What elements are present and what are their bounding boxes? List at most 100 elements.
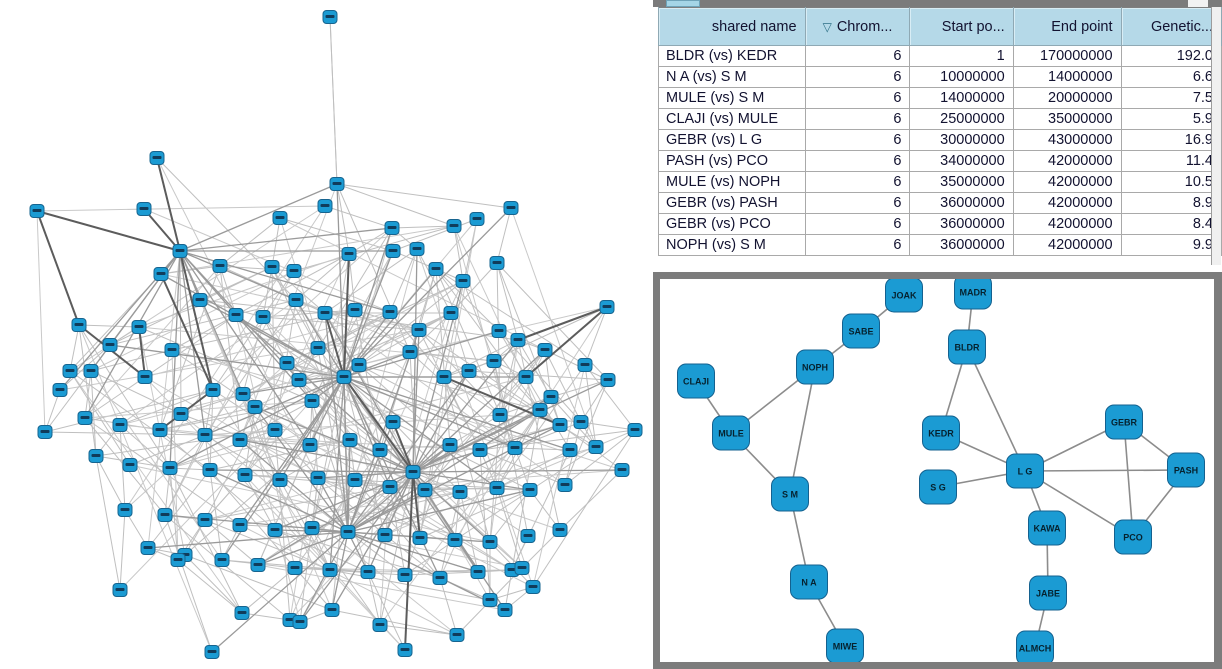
network-node[interactable] [286, 264, 302, 278]
table-cell[interactable]: MULE (vs) S M [658, 87, 806, 109]
network-node[interactable] [204, 645, 220, 659]
network-node[interactable] [304, 521, 320, 535]
network-node[interactable] [322, 563, 338, 577]
network-node-sabe[interactable]: SABE [842, 313, 880, 349]
network-node[interactable] [234, 606, 250, 620]
network-node[interactable] [552, 523, 568, 537]
network-node[interactable] [588, 440, 604, 454]
network-node[interactable] [382, 480, 398, 494]
network-node[interactable] [552, 418, 568, 432]
network-node-miwe[interactable]: MIWE [826, 628, 864, 662]
table-cell[interactable]: 36000000 [909, 213, 1014, 235]
network-node[interactable] [614, 463, 630, 477]
network-node[interactable] [600, 373, 616, 387]
table-cell[interactable]: 6 [804, 150, 911, 172]
network-node[interactable] [482, 593, 498, 607]
network-node[interactable] [384, 221, 400, 235]
network-node[interactable] [409, 242, 425, 256]
table-cell[interactable]: 42000000 [1012, 150, 1122, 172]
table-cell[interactable]: 30000000 [909, 129, 1014, 151]
table-cell[interactable]: 6 [804, 171, 911, 193]
network-node-lg[interactable]: L G [1006, 453, 1044, 489]
table-cell[interactable]: 5.9 [1120, 108, 1222, 130]
network-node[interactable] [446, 219, 462, 233]
network-node[interactable] [322, 10, 338, 24]
main-network-view[interactable] [0, 0, 653, 669]
table-cell[interactable]: 170000000 [1012, 45, 1122, 67]
network-node[interactable] [317, 199, 333, 213]
network-node[interactable] [173, 407, 189, 421]
network-node[interactable] [88, 449, 104, 463]
network-node[interactable] [489, 481, 505, 495]
network-node[interactable] [214, 553, 230, 567]
network-node-noph[interactable]: NOPH [796, 349, 834, 385]
network-node[interactable] [237, 468, 253, 482]
network-node[interactable] [77, 411, 93, 425]
network-node[interactable] [452, 485, 468, 499]
network-node[interactable] [162, 461, 178, 475]
network-node[interactable] [347, 473, 363, 487]
network-node[interactable] [436, 370, 452, 384]
network-node[interactable] [599, 300, 615, 314]
network-node[interactable] [304, 394, 320, 408]
network-node[interactable] [152, 423, 168, 437]
network-node[interactable] [472, 443, 488, 457]
network-node[interactable] [153, 267, 169, 281]
network-node[interactable] [71, 318, 87, 332]
network-node[interactable] [29, 204, 45, 218]
filtered-network-view[interactable]: JOAK MADR SABE NOPH BLDR CLAJI MULE KEDR GEBR L G… [660, 279, 1214, 662]
network-node[interactable] [228, 308, 244, 322]
column-header-sharedname[interactable]: shared name [658, 7, 806, 46]
network-node[interactable] [491, 324, 507, 338]
network-node[interactable] [137, 370, 153, 384]
table-cell[interactable]: 6 [804, 192, 911, 214]
network-node[interactable] [514, 561, 530, 575]
network-node[interactable] [62, 364, 78, 378]
network-node[interactable] [117, 503, 133, 517]
table-cell[interactable]: GEBR (vs) PCO [658, 213, 806, 235]
network-node[interactable] [520, 529, 536, 543]
network-node[interactable] [432, 571, 448, 585]
table-cell[interactable]: 42000000 [1012, 171, 1122, 193]
table-cell[interactable]: MULE (vs) NOPH [658, 171, 806, 193]
table-cell[interactable]: 43000000 [1012, 129, 1122, 151]
network-node[interactable] [317, 306, 333, 320]
table-scrollbar[interactable] [1211, 7, 1221, 265]
network-node[interactable] [522, 483, 538, 497]
network-node[interactable] [250, 558, 266, 572]
network-node[interactable] [122, 458, 138, 472]
network-node[interactable] [324, 603, 340, 617]
network-node[interactable] [557, 478, 573, 492]
network-node[interactable] [197, 513, 213, 527]
table-cell[interactable]: 16.9 [1120, 129, 1222, 151]
table-cell[interactable]: 6 [804, 129, 911, 151]
network-node[interactable] [577, 358, 593, 372]
network-node[interactable] [417, 483, 433, 497]
network-node[interactable] [267, 423, 283, 437]
table-cell[interactable]: 1 [909, 45, 1014, 67]
table-cell[interactable]: 11.4 [1120, 150, 1222, 172]
network-node[interactable] [267, 523, 283, 537]
table-cell[interactable]: 42000000 [1012, 213, 1122, 235]
table-cell[interactable]: BLDR (vs) KEDR [658, 45, 806, 67]
table-cell[interactable]: NOPH (vs) S M [658, 234, 806, 256]
table-cell[interactable]: 6 [804, 66, 911, 88]
column-header-endpoint[interactable]: End point [1012, 7, 1122, 46]
network-node[interactable] [402, 345, 418, 359]
column-header-genetic[interactable]: Genetic... [1120, 7, 1222, 46]
network-node[interactable] [341, 247, 357, 261]
network-node[interactable] [543, 390, 559, 404]
network-node[interactable] [37, 425, 53, 439]
network-node[interactable] [83, 364, 99, 378]
network-node[interactable] [627, 423, 643, 437]
network-node[interactable] [247, 400, 263, 414]
network-node[interactable] [377, 528, 393, 542]
network-node-pash[interactable]: PASH [1167, 452, 1205, 488]
table-cell[interactable]: 6 [804, 108, 911, 130]
network-node-gebr[interactable]: GEBR [1105, 404, 1143, 440]
network-node[interactable] [288, 293, 304, 307]
network-node[interactable] [310, 471, 326, 485]
network-node[interactable] [562, 443, 578, 457]
network-node-joak[interactable]: JOAK [885, 279, 923, 313]
table-cell[interactable]: 36000000 [909, 192, 1014, 214]
